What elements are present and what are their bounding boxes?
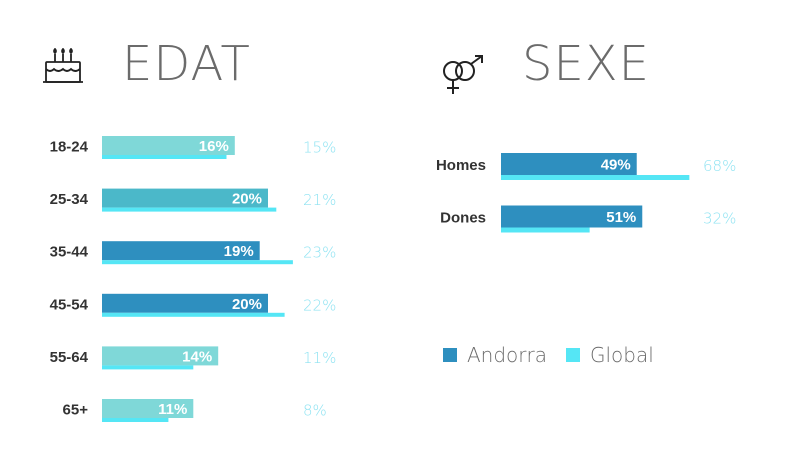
age-label-18-24: 18-24 — [50, 139, 89, 156]
age-label-25-34: 25-34 — [50, 191, 89, 208]
age-label-35-44: 35-44 — [50, 244, 89, 261]
legend-swatch-global — [566, 348, 580, 362]
sex-value-andorra-dones: 51% — [606, 209, 636, 226]
age-value-global-55-64: 11% — [303, 349, 336, 367]
age-value-global-35-44: 23% — [303, 244, 336, 262]
legend-swatch-andorra — [443, 348, 457, 362]
age-bar-andorra-25-34 — [102, 188, 268, 208]
age-value-global-65-: 8% — [303, 402, 327, 420]
age-bar-andorra-35-44 — [102, 241, 260, 261]
edat-title: EDAT — [122, 36, 251, 92]
age-value-global-25-34: 21% — [303, 191, 336, 209]
age-label-65-: 65+ — [63, 402, 89, 419]
legend-item-andorra: Andorra — [443, 343, 547, 367]
age-bar-global-45-54 — [102, 312, 285, 317]
age-value-global-45-54: 22% — [303, 296, 336, 314]
sex-bar-andorra-homes — [501, 153, 637, 175]
age-value-andorra-55-64: 14% — [182, 348, 212, 365]
age-value-andorra-18-24: 16% — [199, 138, 229, 155]
cake-icon — [42, 47, 84, 89]
sex-bar-andorra-dones — [501, 205, 643, 228]
age-bar-andorra-45-54 — [102, 293, 268, 313]
age-bar-andorra-18-24 — [102, 136, 235, 155]
age-bar-andorra-55-64 — [102, 346, 219, 366]
legend-label-andorra: Andorra — [467, 343, 547, 367]
age-bar-global-35-44 — [102, 260, 293, 265]
age-label-45-54: 45-54 — [50, 296, 89, 313]
sexe-title: SEXE — [522, 36, 651, 92]
gender-icon — [440, 54, 488, 105]
legend-item-global: Global — [566, 343, 654, 367]
age-bar-global-18-24 — [102, 155, 227, 159]
sex-label-homes: Homes — [436, 157, 486, 174]
age-value-andorra-35-44: 19% — [224, 243, 254, 260]
age-bar-andorra-65- — [102, 399, 194, 418]
sex-bar-global-homes — [501, 175, 690, 180]
sex-value-global-homes: 68% — [703, 157, 736, 175]
age-value-andorra-25-34: 20% — [232, 191, 262, 208]
legend-label-global: Global — [590, 343, 654, 367]
age-value-global-18-24: 15% — [303, 139, 336, 157]
sex-label-dones: Dones — [440, 210, 486, 227]
age-label-55-64: 55-64 — [50, 349, 89, 366]
age-bar-global-25-34 — [102, 207, 277, 212]
sex-value-global-dones: 32% — [703, 210, 736, 228]
sex-bar-global-dones — [501, 227, 590, 233]
age-bar-global-65- — [102, 418, 169, 422]
age-value-andorra-65-: 11% — [158, 401, 187, 418]
age-value-andorra-45-54: 20% — [232, 296, 262, 313]
sex-value-andorra-homes: 49% — [601, 157, 631, 174]
age-bar-global-55-64 — [102, 365, 194, 370]
